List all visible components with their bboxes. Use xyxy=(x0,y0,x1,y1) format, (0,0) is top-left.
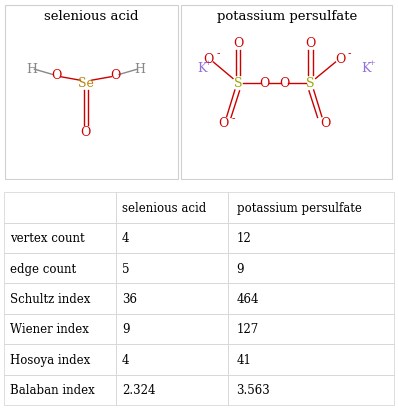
Text: +: + xyxy=(369,58,375,66)
Text: H: H xyxy=(134,63,145,76)
Text: S: S xyxy=(234,77,242,90)
Text: O: O xyxy=(51,69,62,82)
Text: -: - xyxy=(348,48,351,58)
Text: O: O xyxy=(279,77,289,90)
Text: O: O xyxy=(218,117,228,130)
Text: K: K xyxy=(197,62,207,75)
Text: -: - xyxy=(231,113,235,123)
Text: O: O xyxy=(305,37,316,50)
Text: O: O xyxy=(203,53,214,66)
Bar xyxy=(181,6,392,179)
Text: Se: Se xyxy=(78,77,94,90)
Text: O: O xyxy=(233,37,243,50)
Text: O: O xyxy=(335,53,345,66)
Text: potassium persulfate: potassium persulfate xyxy=(217,10,357,23)
Text: H: H xyxy=(27,63,37,76)
Text: O: O xyxy=(259,77,270,90)
Bar xyxy=(5,6,178,179)
Text: O: O xyxy=(81,126,91,139)
Text: -: - xyxy=(217,48,220,58)
Text: selenious acid: selenious acid xyxy=(44,10,138,23)
Text: O: O xyxy=(320,117,331,130)
Text: K: K xyxy=(361,62,371,75)
Text: S: S xyxy=(306,77,315,90)
Text: +: + xyxy=(205,58,211,66)
Text: O: O xyxy=(110,69,120,82)
